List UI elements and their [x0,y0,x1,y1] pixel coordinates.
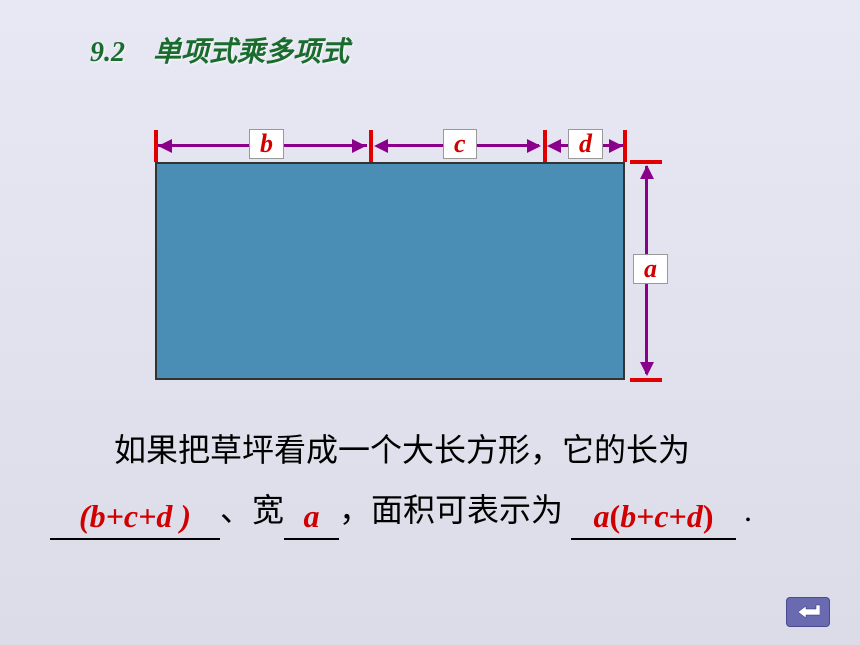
diagram: b c d a [155,120,685,380]
blank-area: a(b+c+d) [571,496,736,540]
page-title: 9.2 单项式乘多项式 [90,30,349,70]
tick-mark [369,130,373,162]
tick-mark [630,160,662,164]
arrow-icon [158,139,172,153]
label-a: a [633,254,668,284]
return-button[interactable] [786,597,830,627]
tick-mark [154,130,158,162]
label-c: c [443,129,477,159]
text-part: 如果把草坪看成一个大长方形，它的长为 [50,432,690,468]
text-part: . [736,492,752,528]
body-text: 如果把草坪看成一个大长方形，它的长为 (b+c+d ) 、宽 a ，面积可表示为 a(… [50,420,810,540]
arrow-icon [527,139,541,153]
blank-length: (b+c+d ) [50,496,220,540]
arrow-icon [609,139,623,153]
tick-mark [630,378,662,382]
answer-width: a [304,498,320,534]
blank-width: a [284,496,339,540]
tick-mark [543,130,547,162]
label-d: d [568,129,603,159]
arrow-icon [352,139,366,153]
tick-mark [623,130,627,162]
answer-length: (b+c+d ) [79,498,191,534]
label-b: b [249,129,284,159]
arrow-icon [374,139,388,153]
answer-area: a(b+c+d) [594,498,714,534]
main-rectangle [155,162,625,380]
arrow-icon [547,139,561,153]
text-part: 、宽 [220,492,284,528]
arrow-icon [640,362,654,376]
arrow-icon [640,165,654,179]
text-part: ，面积可表示为 [339,492,571,528]
return-icon [796,603,820,621]
